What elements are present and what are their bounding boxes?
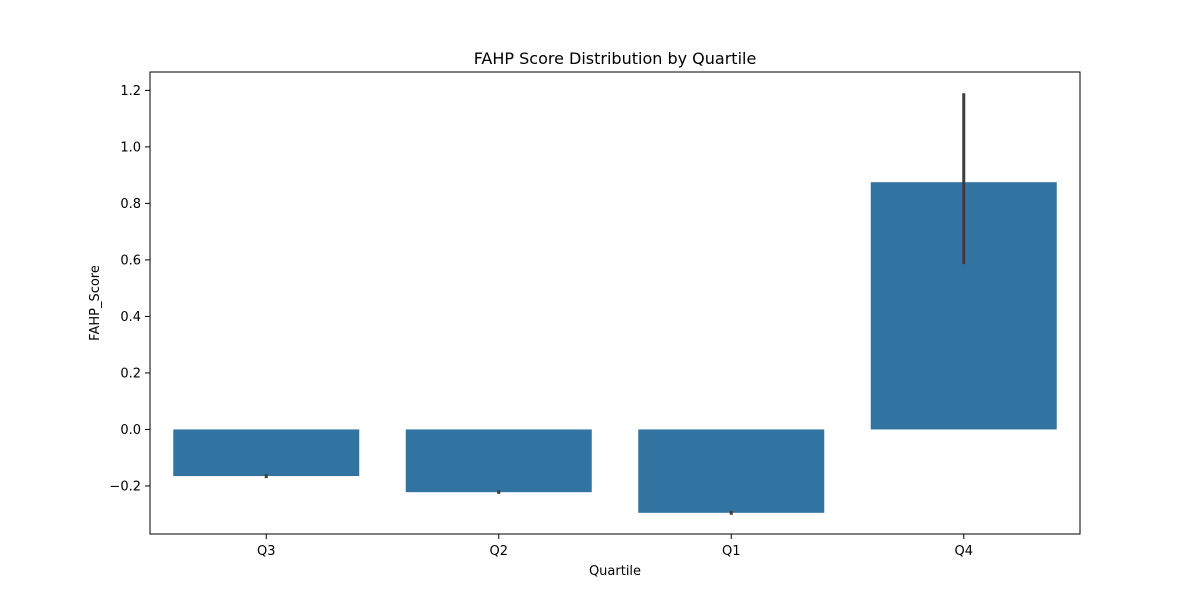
x-tick-label: Q2 [489, 544, 508, 559]
y-tick-label: 0.2 [120, 366, 141, 381]
y-tick-label: −0.2 [109, 479, 141, 494]
x-axis-label: Quartile [589, 564, 641, 579]
x-tick-label: Q4 [954, 544, 973, 559]
y-tick-label: 0.0 [120, 423, 141, 438]
bar-q3 [173, 429, 360, 477]
y-tick-label: 1.0 [120, 140, 141, 155]
bar-q1 [638, 429, 825, 513]
y-tick-label: 0.4 [120, 310, 141, 325]
error-bars-layer [264, 93, 966, 515]
x-tick-label: Q3 [257, 544, 276, 559]
y-tick-label: 1.2 [120, 84, 141, 99]
plot-frame [149, 71, 1081, 535]
x-tick-label: Q1 [722, 544, 741, 559]
x-axis: Q3 Q2 Q1 Q4 [257, 534, 973, 559]
y-tick-label: 0.6 [120, 253, 141, 268]
y-tick-label: 0.8 [120, 197, 141, 212]
bar-q2 [405, 429, 592, 493]
chart-title: FAHP Score Distribution by Quartile [474, 49, 757, 68]
y-axis-label: FAHP_Score [88, 265, 103, 341]
bars-layer [173, 182, 1057, 513]
y-axis: −0.2 0.0 0.2 0.4 0.6 0.8 1.0 1.2 [109, 84, 150, 494]
